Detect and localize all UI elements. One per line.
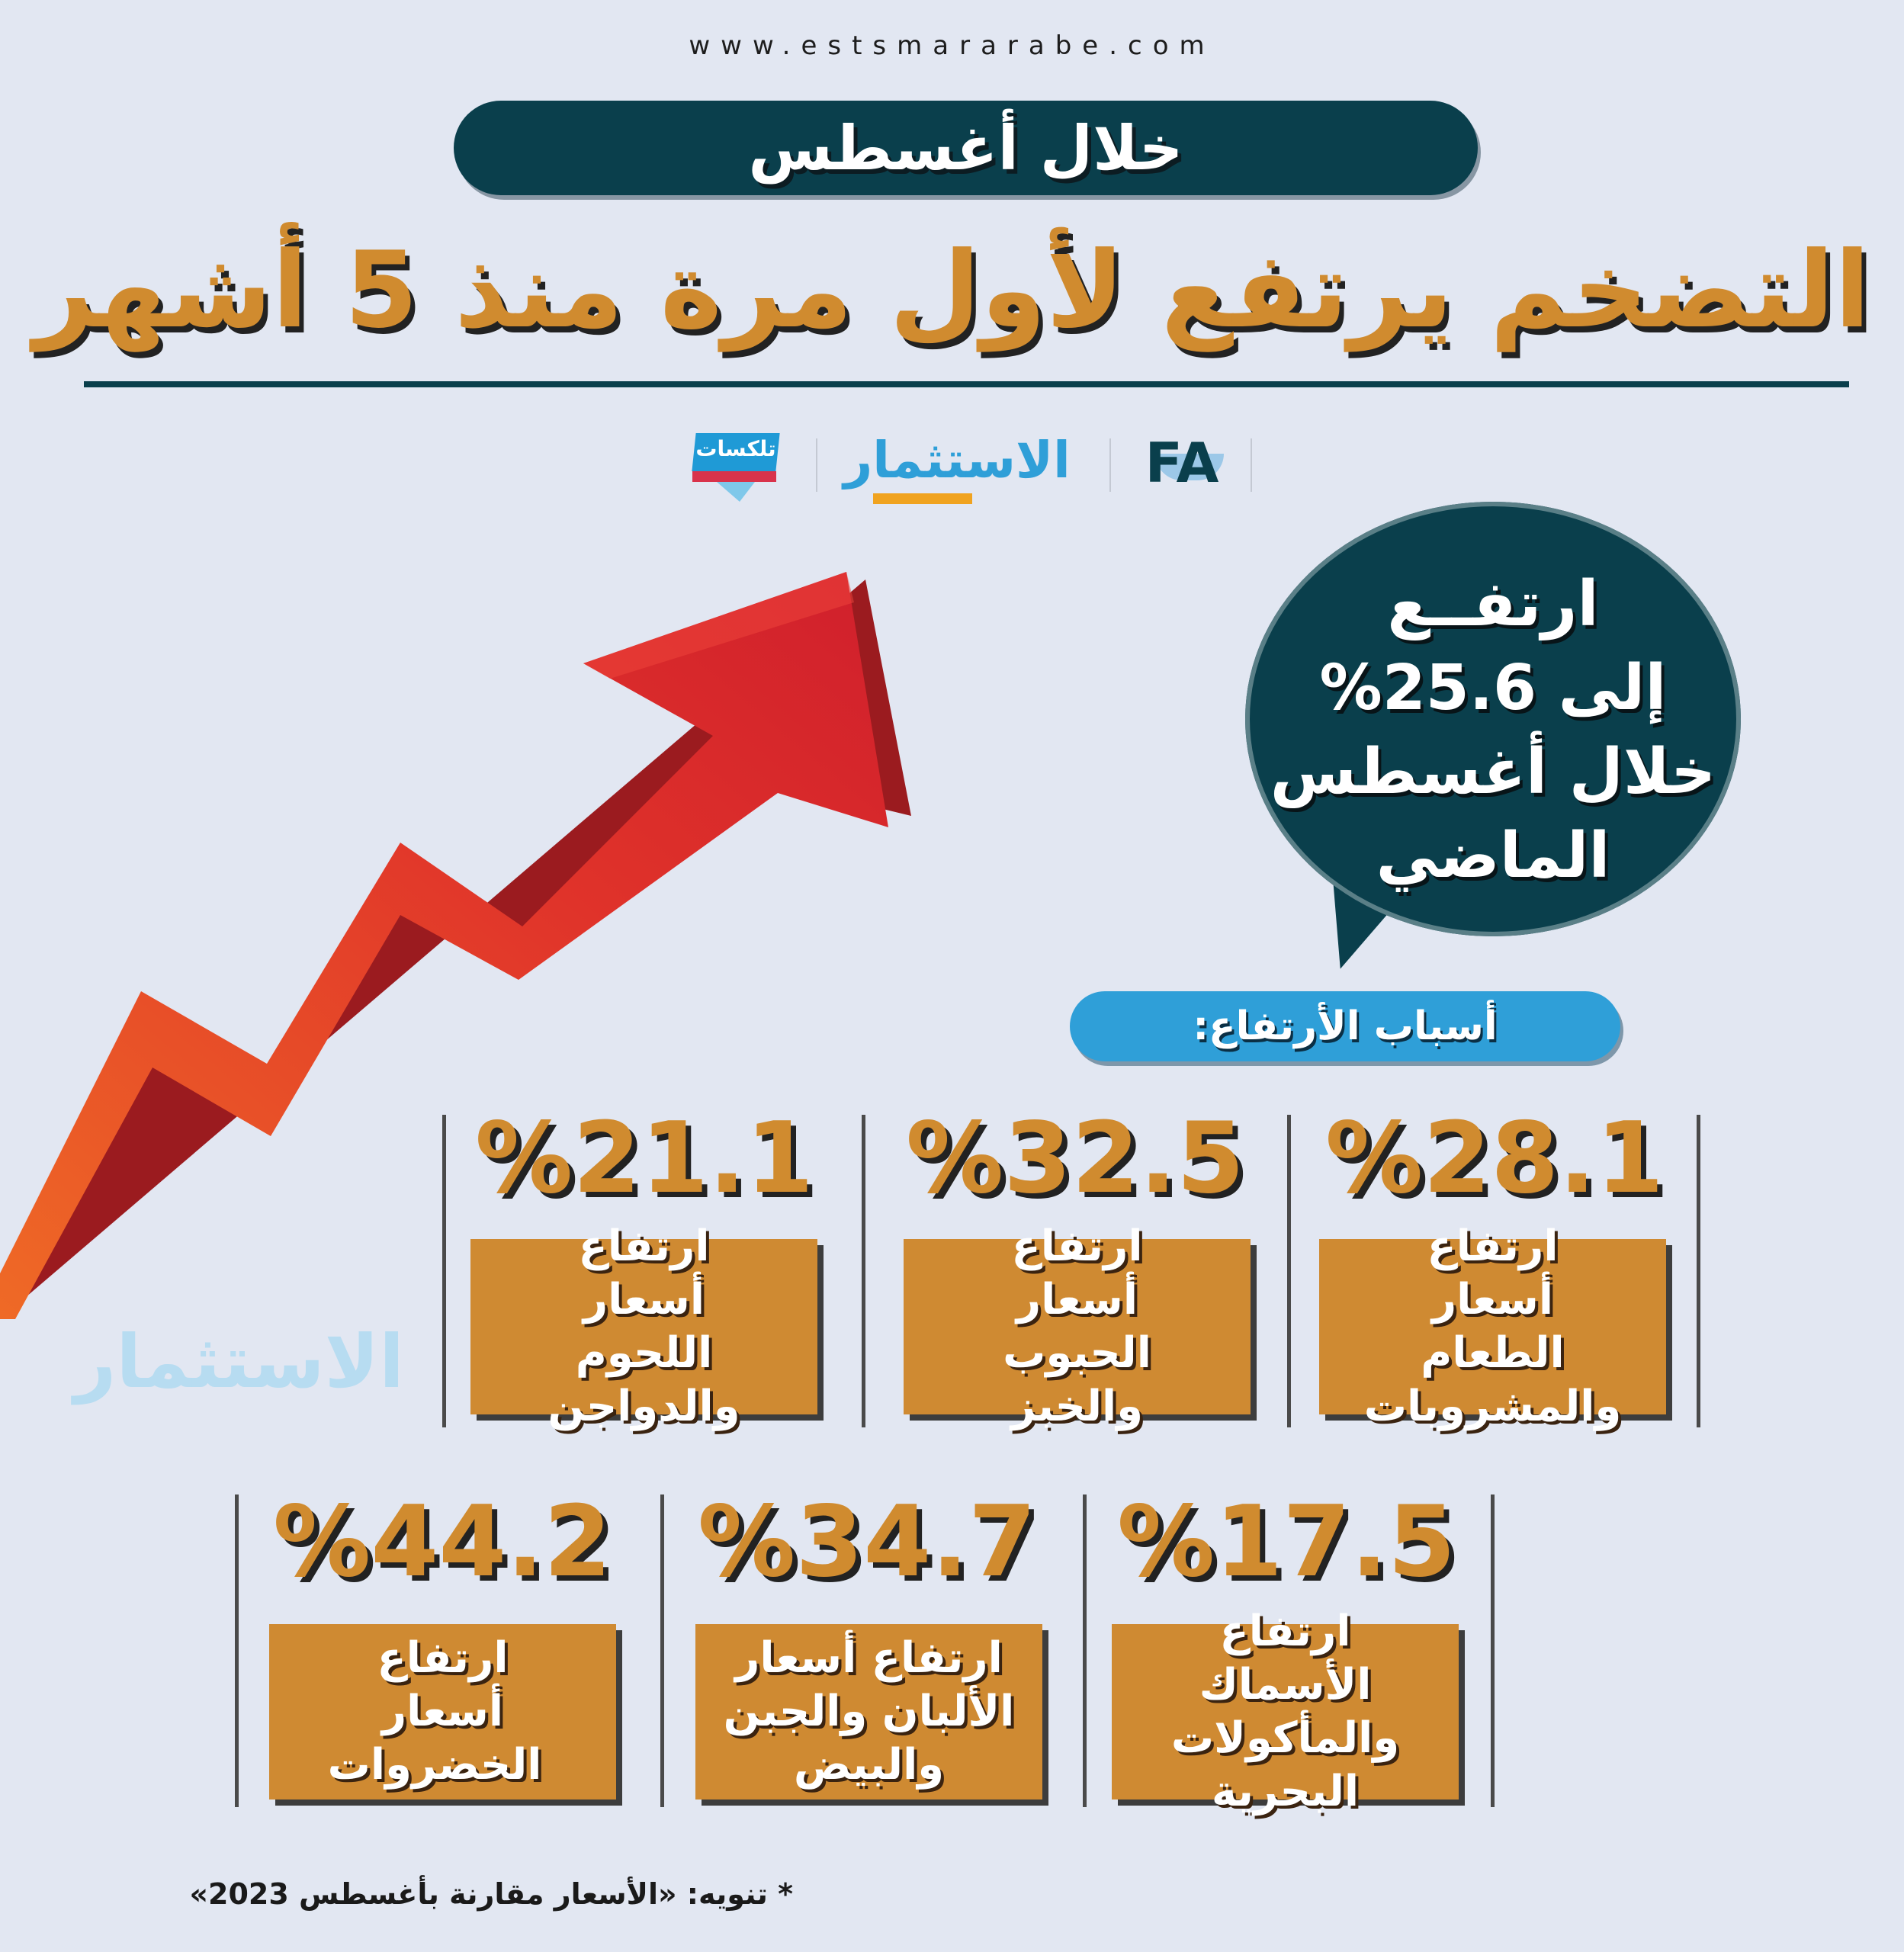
card-text: ارتفاع أسعار الطعام والمشروبات: [1363, 1222, 1622, 1431]
divider-line: [862, 1115, 865, 1427]
fa-logo: FA: [1140, 431, 1239, 507]
divider-line: [442, 1115, 446, 1427]
bubble-text: ارتفــع إلى 25.6% خلال أغسطس الماضي: [1245, 525, 1741, 936]
divider-line: [1083, 1494, 1087, 1807]
talksat-logo-label: تلكسات: [695, 436, 776, 461]
bubble-line-3: خلال أغسطس: [1270, 736, 1716, 808]
card-box: ارتفاع أسعار الخضروات: [269, 1624, 616, 1800]
fa-logo-label: FA: [1145, 431, 1219, 495]
divider-line: [660, 1494, 664, 1807]
reasons-pill: أسباب الأرتفاع:: [1070, 991, 1620, 1061]
title-pill: خلال أغسطس: [454, 101, 1478, 195]
card-box: ارتفاع أسعار اللحوم والدواجن: [470, 1222, 817, 1431]
card-percent: %34.7: [697, 1485, 1037, 1599]
card-text: ارتفاع أسعار الخضروات: [327, 1633, 542, 1790]
bubble-circle: [1245, 502, 1741, 936]
card-percent: %17.5: [1116, 1485, 1456, 1599]
site-url[interactable]: www.estsmararabe.com: [689, 30, 1215, 61]
footnote: * تنويه: «الأسعار مقارنة بأغسطس 2023»: [189, 1877, 793, 1911]
headline: التضخم يرتفع لأول مرة منذ 5 أشهر: [34, 229, 1870, 352]
card-percent: %28.1: [1324, 1102, 1665, 1215]
divider-line: [1491, 1494, 1495, 1807]
card-percent: %44.2: [272, 1485, 612, 1599]
card-box: ارتفاع أسعار الألبان والجبن والبيض: [695, 1624, 1042, 1800]
card-percent: %21.1: [474, 1102, 814, 1215]
card-box: ارتفاع أسعار الحبوب والخبز: [904, 1222, 1251, 1431]
rising-arrow-icon: [0, 572, 911, 1319]
divider-line: [1287, 1115, 1291, 1427]
card-box: ارتفاع الأسماك والمأكولات البحرية: [1112, 1607, 1459, 1816]
speech-bubble: ارتفــع إلى 25.6% خلال أغسطس الماضي: [1245, 502, 1741, 987]
card-percent: %32.5: [905, 1102, 1245, 1215]
talksat-logo: تلكسات: [686, 427, 793, 503]
card-text: ارتفاع أسعار اللحوم والدواجن: [547, 1222, 740, 1431]
card-text: ارتفاع أسعار الألبان والجبن والبيض: [723, 1633, 1015, 1790]
logos-row: تلكسات الاستثمار FA: [671, 427, 1266, 511]
bubble-line-4: الماضي: [1376, 820, 1610, 892]
divider: [84, 381, 1849, 387]
divider-line: [1697, 1115, 1700, 1427]
card-text: ارتفاع أسعار الحبوب والخبز: [1003, 1222, 1151, 1431]
alestesmar-logo: الاستثمار: [827, 431, 1087, 507]
divider-line: [235, 1494, 239, 1807]
bubble-line-1: ارتفــع: [1387, 568, 1599, 640]
bubble-line-2: إلى 25.6%: [1319, 652, 1667, 724]
card-text: ارتفاع الأسماك والمأكولات البحرية: [1170, 1607, 1400, 1816]
reasons-title: أسباب الأرتفاع:: [1193, 1003, 1498, 1049]
card-box: ارتفاع أسعار الطعام والمشروبات: [1319, 1222, 1666, 1431]
title-pill-label: خلال أغسطس: [748, 112, 1183, 184]
watermark-logo: الاستثمار: [74, 1319, 404, 1405]
alestesmar-logo-label: الاستثمار: [843, 431, 1071, 490]
